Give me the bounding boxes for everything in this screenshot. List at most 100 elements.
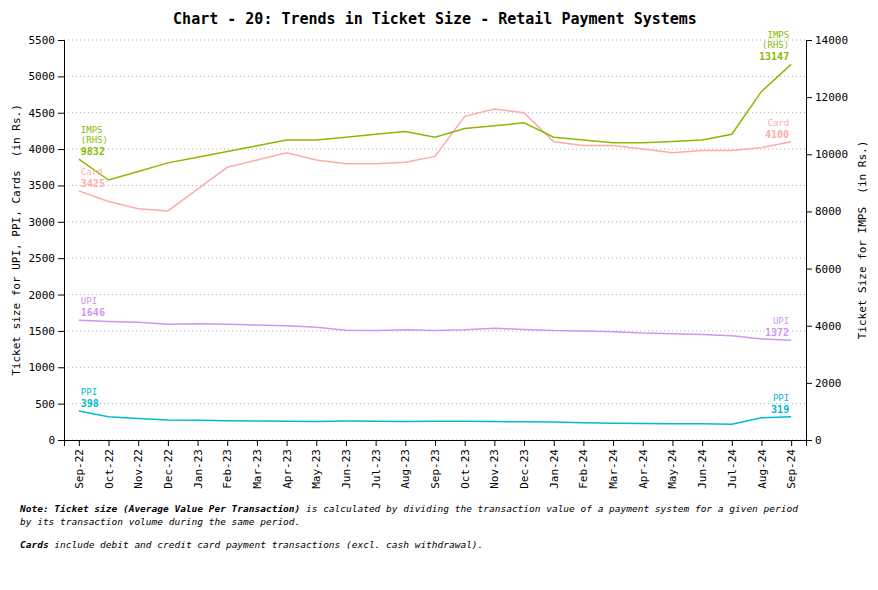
tick: Dec-23 xyxy=(518,440,531,489)
tick-label: 1500 xyxy=(29,325,56,338)
tick: Jul-24 xyxy=(726,440,739,489)
tick-mark xyxy=(465,440,466,446)
tick: 8000 xyxy=(806,205,842,218)
tick: Mar-23 xyxy=(251,440,264,489)
tick-mark xyxy=(435,440,436,446)
tick: Aug-24 xyxy=(756,440,769,489)
tick-label: Nov-22 xyxy=(132,449,145,489)
tick-mark xyxy=(376,440,377,446)
y-axis-title: Ticket size for UPI, PPI, Cards (in Rs.) xyxy=(10,104,23,376)
tick-mark xyxy=(791,440,792,446)
tick: Jan-23 xyxy=(192,440,205,489)
tick-label: Mar-23 xyxy=(251,449,264,489)
grid-line xyxy=(64,112,806,113)
tick-label: 500 xyxy=(35,398,55,411)
tick-label: Feb-24 xyxy=(577,449,590,489)
tick-label: 6000 xyxy=(815,263,842,276)
tick-mark xyxy=(227,440,228,446)
tick: 14000 xyxy=(806,34,848,47)
tick-mark xyxy=(287,440,288,446)
tick-label: 4000 xyxy=(815,320,842,333)
tick-label: Jul-24 xyxy=(726,449,739,489)
tick: 0 xyxy=(806,434,822,447)
tick-mark xyxy=(672,440,673,446)
tick-mark xyxy=(58,440,64,441)
tick: May-23 xyxy=(310,440,323,489)
tick-mark xyxy=(58,331,64,332)
tick-mark xyxy=(198,440,199,446)
annotation: 13147 xyxy=(759,51,789,62)
tick-label: 3500 xyxy=(29,179,56,192)
grid-line xyxy=(64,221,806,222)
tick-mark xyxy=(524,440,525,446)
tick: Sep-22 xyxy=(73,440,86,489)
tick: Aug-23 xyxy=(399,440,412,489)
tick-mark xyxy=(702,440,703,446)
tick-label: Jul-23 xyxy=(370,449,383,489)
tick: Jul-23 xyxy=(370,440,383,489)
note-text: is calculated by dividing the transactio… xyxy=(300,503,798,514)
tick: Jun-24 xyxy=(696,440,709,489)
note-text: by its transaction volume during the sam… xyxy=(20,516,300,527)
series-label: PPI xyxy=(81,387,97,397)
tick: 3500 xyxy=(29,179,65,192)
tick: 500 xyxy=(35,398,64,411)
tick: 3000 xyxy=(29,216,65,229)
tick-label: 2000 xyxy=(815,377,842,390)
series-line xyxy=(79,320,791,340)
tick-label: Apr-23 xyxy=(281,449,294,489)
tick: 0 xyxy=(48,434,64,447)
tick-mark xyxy=(257,440,258,446)
tick: 4500 xyxy=(29,107,65,120)
grid-line xyxy=(64,403,806,404)
plot: Sep-22Oct-22Nov-22Dec-22Jan-23Feb-23Mar-… xyxy=(29,30,849,488)
tick: 2500 xyxy=(29,252,65,265)
tick: Apr-23 xyxy=(281,440,294,489)
tick-mark xyxy=(58,404,64,405)
tick: 4000 xyxy=(29,143,65,156)
tick-label: May-23 xyxy=(310,449,323,489)
series-label: IMPS(RHS) xyxy=(81,125,108,145)
note-lead: Cards xyxy=(20,539,49,550)
tick-label: 2000 xyxy=(29,289,56,302)
series-label: UPI xyxy=(81,296,97,306)
title: Chart - 20: Trends in Ticket Size - Reta… xyxy=(173,10,697,28)
tick: Feb-24 xyxy=(577,440,590,489)
series-line xyxy=(79,64,791,180)
tick-mark xyxy=(806,326,812,327)
tick-label: 12000 xyxy=(815,91,848,104)
tick-mark xyxy=(761,440,762,446)
tick-label: Oct-22 xyxy=(103,449,116,489)
tick-label: Sep-22 xyxy=(73,449,86,489)
x-axis: Sep-22Oct-22Nov-22Dec-22Jan-23Feb-23Mar-… xyxy=(65,440,807,489)
tick-label: Jan-24 xyxy=(548,449,561,489)
annotation: 3425 xyxy=(81,178,105,189)
tick-mark xyxy=(806,211,812,212)
tick-mark xyxy=(806,440,812,441)
tick-label: 14000 xyxy=(815,34,848,47)
tick-mark xyxy=(58,40,64,41)
grid-line xyxy=(64,185,806,186)
tick-mark xyxy=(405,440,406,446)
tick-mark xyxy=(58,367,64,368)
tick: 4000 xyxy=(806,320,842,333)
tick-label: Dec-23 xyxy=(518,449,531,489)
grid-line xyxy=(64,149,806,150)
tick-label: Nov-23 xyxy=(488,449,501,489)
tick-label: Jun-24 xyxy=(696,449,709,489)
tick-label: Mar-24 xyxy=(607,449,620,489)
tick-mark xyxy=(58,295,64,296)
annotation: 319 xyxy=(771,404,789,415)
tick-mark xyxy=(58,149,64,150)
tick: Sep-23 xyxy=(429,440,442,489)
tick: 2000 xyxy=(806,377,842,390)
tick: 6000 xyxy=(806,263,842,276)
tick-mark xyxy=(732,440,733,446)
tick-label: May-24 xyxy=(666,449,679,489)
tick: Apr-24 xyxy=(637,440,650,489)
annotation: 4100 xyxy=(765,129,789,140)
tick-mark xyxy=(58,185,64,186)
tick-mark xyxy=(643,440,644,446)
tick-label: Aug-24 xyxy=(756,449,769,489)
tick-label: 5000 xyxy=(29,70,56,83)
